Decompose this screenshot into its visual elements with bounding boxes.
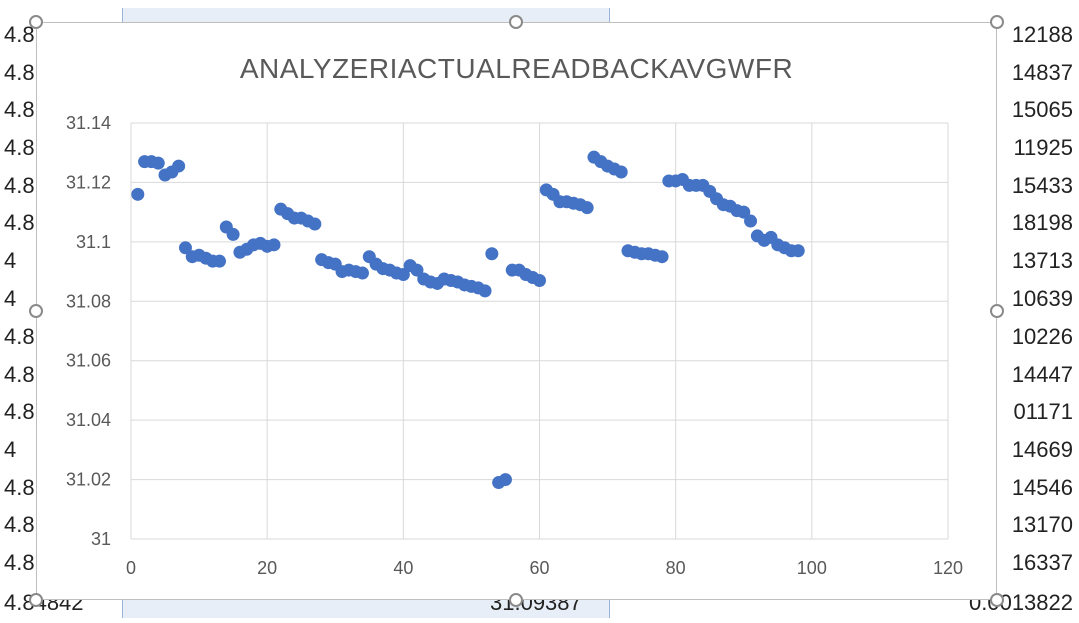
- left-cell[interactable]: 4.8: [4, 210, 35, 235]
- x-tick-label: 120: [933, 558, 963, 578]
- chart-title[interactable]: ANALYZERIACTUALREADBACKAVGWFR: [239, 53, 794, 84]
- right-cell[interactable]: 14837: [1011, 60, 1073, 85]
- resize-handle-bottom-center[interactable]: [509, 593, 523, 607]
- right-cell[interactable]: 18198: [1011, 210, 1073, 235]
- right-cell[interactable]: 10226: [1011, 324, 1073, 349]
- y-tick-label: 31.08: [66, 291, 111, 311]
- y-tick-label: 31.12: [66, 172, 111, 192]
- left-cell[interactable]: 4: [4, 286, 17, 311]
- left-cell[interactable]: 4.8: [4, 60, 35, 85]
- y-tick-label: 31.06: [66, 351, 111, 371]
- left-cell[interactable]: 4.8: [4, 135, 35, 160]
- left-cell[interactable]: 4.8: [4, 475, 35, 500]
- left-cell[interactable]: 4.8: [4, 97, 35, 122]
- selected-column-band-top: [122, 8, 610, 24]
- data-point: [498, 473, 512, 487]
- y-tick-label: 31.02: [66, 470, 111, 490]
- data-point: [580, 201, 594, 215]
- right-cell[interactable]: 14447: [1011, 362, 1073, 387]
- resize-handle-bottom-left[interactable]: [29, 593, 43, 607]
- left-cell[interactable]: 4: [4, 248, 17, 273]
- data-point: [533, 273, 546, 287]
- plot-area: 31 31.02 31.04 31.06 31.08 31.1 31.12 31.14 0 20 4…: [66, 113, 963, 578]
- data-point: [178, 241, 192, 255]
- y-tick-label: 31: [91, 529, 111, 549]
- right-cell[interactable]: 12188: [1011, 22, 1073, 47]
- resize-handle-top-center[interactable]: [509, 15, 523, 29]
- x-tick-label: 20: [257, 558, 277, 578]
- right-cell[interactable]: 14669: [1011, 437, 1073, 462]
- x-tick-label: 0: [126, 558, 136, 578]
- left-cell[interactable]: 4.8: [4, 362, 35, 387]
- left-cell[interactable]: 4.8: [4, 512, 35, 537]
- right-cell[interactable]: 15433: [1011, 173, 1073, 198]
- right-cell[interactable]: 16337: [1011, 550, 1073, 575]
- data-point: [308, 217, 322, 231]
- data-point: [655, 250, 669, 264]
- data-point: [478, 284, 492, 298]
- data-point: [151, 156, 165, 170]
- x-tick-label: 60: [529, 558, 549, 578]
- left-cell[interactable]: 4.8: [4, 324, 35, 349]
- resize-handle-top-right[interactable]: [990, 15, 1004, 29]
- resize-handle-top-left[interactable]: [29, 15, 43, 29]
- right-cell[interactable]: 13713: [1011, 248, 1073, 273]
- data-point: [485, 247, 499, 261]
- data-point: [614, 165, 628, 179]
- x-tick-label: 80: [666, 558, 686, 578]
- right-cell[interactable]: 01171: [1013, 399, 1073, 424]
- data-point: [744, 214, 758, 228]
- data-point: [791, 244, 805, 258]
- data-point: [213, 254, 227, 268]
- data-point: [737, 205, 751, 219]
- left-cell[interactable]: 4.8: [4, 399, 35, 424]
- resize-handle-middle-left[interactable]: [29, 304, 43, 318]
- data-point: [396, 268, 410, 282]
- left-cell[interactable]: 4.8: [4, 173, 35, 198]
- data-point: [131, 187, 145, 201]
- left-cell[interactable]: 4.8: [4, 550, 35, 575]
- data-point: [226, 227, 240, 241]
- right-cell[interactable]: 15065: [1011, 97, 1073, 122]
- x-tick-label: 100: [797, 558, 827, 578]
- left-cell[interactable]: 4: [4, 437, 17, 462]
- y-tick-label: 31.14: [66, 113, 111, 133]
- right-cell[interactable]: 13170: [1011, 512, 1073, 537]
- data-point: [267, 238, 281, 252]
- data-point: [355, 266, 369, 280]
- x-tick-label: 40: [393, 558, 413, 578]
- data-point: [410, 263, 424, 277]
- chart-area[interactable]: ANALYZERIACTUALREADBACKAVGWFR 31 31.02 31.…: [36, 22, 997, 600]
- right-cell[interactable]: 11925: [1013, 135, 1073, 160]
- selected-column-band-bottom: [122, 598, 610, 618]
- resize-handle-middle-right[interactable]: [990, 304, 1004, 318]
- data-point: [172, 159, 186, 173]
- right-cell[interactable]: 10639: [1011, 286, 1073, 311]
- y-tick-label: 31.1: [76, 232, 111, 252]
- resize-handle-bottom-right[interactable]: [990, 593, 1004, 607]
- y-tick-label: 31.04: [66, 410, 111, 430]
- right-cell[interactable]: 14546: [1011, 475, 1073, 500]
